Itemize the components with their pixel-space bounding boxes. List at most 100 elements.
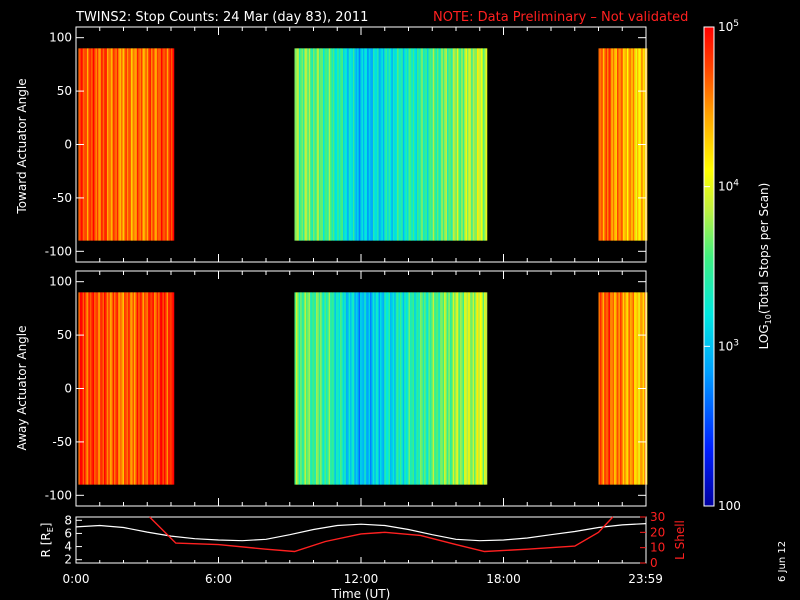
- heatmap-column: [394, 48, 397, 241]
- heatmap-column: [295, 292, 298, 485]
- heatmap-column: [108, 292, 111, 485]
- heatmap-column: [104, 48, 106, 241]
- heatmap-column: [627, 292, 629, 485]
- heatmap-column: [375, 48, 378, 241]
- colorbar-label-suffix: (Total Stops per Scan): [757, 183, 771, 314]
- heatmap-column: [354, 292, 357, 485]
- heatmap-column: [417, 48, 419, 241]
- heatmap-column: [608, 48, 611, 241]
- heatmap-column: [360, 48, 362, 241]
- heatmap-column: [133, 48, 136, 241]
- heatmap-column: [371, 292, 374, 485]
- heatmap-column: [344, 292, 347, 485]
- heatmap-column: [605, 48, 608, 241]
- heatmap-column: [305, 48, 308, 241]
- heatmap-column: [481, 48, 483, 241]
- heatmap-column: [156, 48, 159, 241]
- heatmap-column: [92, 48, 95, 241]
- heatmap-column: [146, 48, 149, 241]
- heatmap-column: [397, 292, 399, 485]
- heatmap-column: [327, 48, 330, 241]
- heatmap-column: [158, 292, 161, 485]
- heatmap-column: [435, 48, 438, 241]
- heatmap-column: [89, 292, 92, 485]
- heatmap-column: [401, 292, 404, 485]
- heatmap-column: [131, 292, 133, 485]
- heatmap-column: [634, 48, 636, 241]
- heatmap-column: [172, 292, 175, 485]
- heatmap-column: [126, 48, 129, 241]
- heatmap-column: [162, 48, 165, 241]
- heatmap-column: [114, 48, 116, 241]
- heatmap-column: [452, 48, 455, 241]
- heatmap-column: [298, 48, 301, 241]
- heatmap-column: [351, 292, 354, 485]
- heatmap-column: [304, 48, 307, 241]
- heatmap-column: [414, 292, 417, 485]
- heatmap-column: [476, 48, 479, 241]
- heatmap-column: [392, 48, 395, 241]
- heatmap-column: [308, 292, 311, 485]
- heatmap-column: [612, 48, 615, 241]
- heatmap-column: [404, 48, 407, 241]
- time-tick-label: 18:00: [486, 572, 521, 586]
- heatmap-column: [385, 292, 388, 485]
- heatmap-column: [152, 48, 155, 241]
- heatmap-column: [364, 292, 367, 485]
- y-tick-label: -100: [45, 244, 72, 258]
- heatmap-column: [446, 48, 449, 241]
- toward-x-ticks: [75, 27, 647, 262]
- y-tick-label: -50: [52, 435, 72, 449]
- heatmap-column: [389, 292, 392, 485]
- heatmap-column: [372, 292, 375, 485]
- heatmap-column: [145, 292, 148, 485]
- heatmap-column: [115, 292, 118, 485]
- l-shell-tick-label: 10: [650, 541, 665, 555]
- heatmap-column: [345, 48, 348, 241]
- heatmap-column: [138, 48, 141, 241]
- away-heatmap: [78, 292, 648, 485]
- heatmap-column: [375, 292, 378, 485]
- heatmap-column: [456, 292, 459, 485]
- heatmap-column: [448, 292, 451, 485]
- heatmap-column: [611, 292, 614, 485]
- y-tick-label: -100: [45, 488, 72, 502]
- heatmap-column: [155, 48, 158, 241]
- heatmap-column: [451, 48, 454, 241]
- y-tick-label: 0: [64, 138, 72, 152]
- heatmap-column: [635, 48, 638, 241]
- heatmap-column: [442, 48, 445, 241]
- heatmap-column: [143, 48, 146, 241]
- r-axis-label-main: R [R: [39, 532, 53, 557]
- heatmap-column: [391, 48, 394, 241]
- heatmap-column: [409, 48, 412, 241]
- heatmap-column: [115, 48, 118, 241]
- colorbar-tick-base: 10: [718, 339, 733, 353]
- heatmap-column: [91, 48, 94, 241]
- heatmap-column: [330, 48, 332, 241]
- heatmap-column: [311, 292, 314, 485]
- away-y-label: Away Actuator Angle: [15, 325, 29, 450]
- heatmap-column: [94, 48, 96, 241]
- heatmap-column: [98, 292, 101, 485]
- heatmap-column: [116, 292, 119, 485]
- heatmap-column: [118, 292, 121, 485]
- heatmap-column: [149, 48, 152, 241]
- heatmap-column: [481, 292, 483, 485]
- heatmap-column: [348, 292, 351, 485]
- heatmap-column: [325, 292, 328, 485]
- heatmap-column: [351, 48, 354, 241]
- preliminary-note: NOTE: Data Preliminary – Not validated: [433, 10, 688, 25]
- heatmap-column: [631, 48, 634, 241]
- heatmap-column: [468, 48, 471, 241]
- heatmap-column: [452, 292, 455, 485]
- heatmap-column: [485, 292, 488, 485]
- heatmap-column: [294, 292, 297, 485]
- heatmap-column: [478, 48, 481, 241]
- heatmap-column: [449, 292, 452, 485]
- heatmap-column: [419, 292, 422, 485]
- heatmap-column: [303, 48, 305, 241]
- heatmap-column: [148, 48, 151, 241]
